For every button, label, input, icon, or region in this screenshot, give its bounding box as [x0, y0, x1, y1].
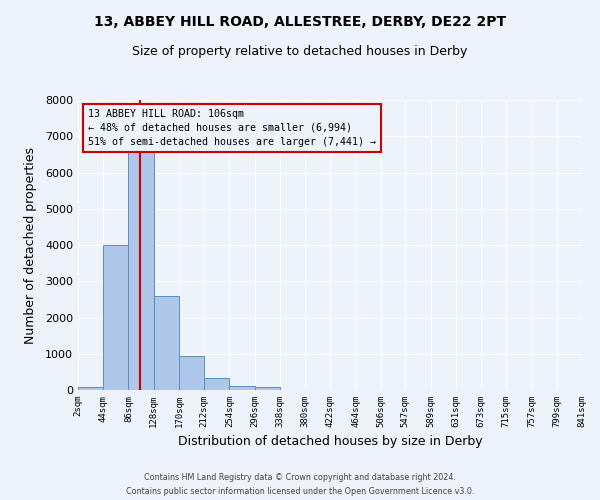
Bar	[78, 388, 103, 390]
Bar	[128, 151, 154, 390]
Text: Size of property relative to detached houses in Derby: Size of property relative to detached ho…	[133, 45, 467, 58]
Bar	[229, 386, 254, 390]
Text: Contains public sector information licensed under the Open Government Licence v3: Contains public sector information licen…	[126, 486, 474, 496]
Bar	[204, 378, 229, 390]
X-axis label: Distribution of detached houses by size in Derby: Distribution of detached houses by size …	[178, 436, 482, 448]
Bar	[154, 296, 179, 390]
Text: Contains HM Land Registry data © Crown copyright and database right 2024.: Contains HM Land Registry data © Crown c…	[144, 472, 456, 482]
Y-axis label: Number of detached properties: Number of detached properties	[23, 146, 37, 344]
Bar	[179, 356, 204, 390]
Text: 13 ABBEY HILL ROAD: 106sqm
← 48% of detached houses are smaller (6,994)
51% of s: 13 ABBEY HILL ROAD: 106sqm ← 48% of deta…	[88, 108, 376, 146]
Bar	[103, 245, 128, 390]
Bar	[254, 388, 280, 390]
Text: 13, ABBEY HILL ROAD, ALLESTREE, DERBY, DE22 2PT: 13, ABBEY HILL ROAD, ALLESTREE, DERBY, D…	[94, 15, 506, 29]
